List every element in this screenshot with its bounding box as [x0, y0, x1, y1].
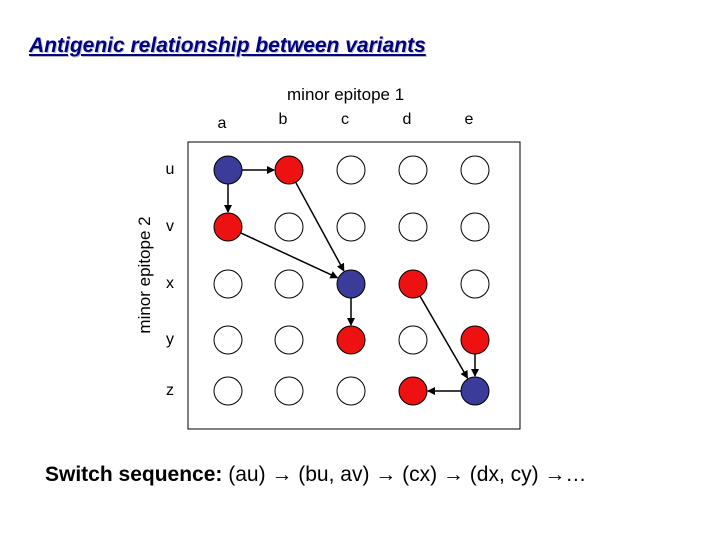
- node-cz: [336, 376, 366, 406]
- column-label-a: a: [217, 115, 227, 132]
- node-bu: [274, 155, 304, 185]
- arrow-dx-to-ez: [419, 295, 469, 379]
- switch-sequence-caption: Switch sequence: (au) → (bu, av) → (cx) …: [45, 463, 586, 487]
- node-eu: [460, 155, 490, 185]
- node-bx: [274, 269, 304, 299]
- axis-title-minor-epitope-1: minor epitope 1: [287, 85, 405, 104]
- node-dv: [398, 212, 428, 242]
- row-label-z: z: [166, 382, 174, 399]
- row-label-u: u: [165, 161, 175, 178]
- node-cu: [336, 155, 366, 185]
- node-ay: [213, 325, 243, 355]
- row-label-v: v: [166, 218, 174, 235]
- node-dx: [398, 269, 428, 299]
- node-au: [213, 155, 243, 185]
- column-label-e: e: [464, 111, 474, 128]
- node-av: [213, 212, 243, 242]
- column-label-c: c: [341, 111, 349, 128]
- node-az: [213, 376, 243, 406]
- page-title: Antigenic relationship between variants: [29, 34, 426, 57]
- node-ev: [460, 212, 490, 242]
- node-du: [398, 155, 428, 185]
- node-cy: [336, 325, 366, 355]
- caption-sequence: (au) → (bu, av) → (cx) → (dx, cy) →…: [228, 463, 587, 486]
- caption-lead: Switch sequence:: [45, 463, 223, 486]
- node-dz: [398, 376, 428, 406]
- node-cx: [336, 269, 366, 299]
- grid-frame: [187, 141, 521, 430]
- node-ex: [460, 269, 490, 299]
- column-label-b: b: [278, 111, 288, 128]
- node-ax: [213, 269, 243, 299]
- node-cv: [336, 212, 366, 242]
- node-ey: [460, 325, 490, 355]
- node-bz: [274, 376, 304, 406]
- column-label-d: d: [402, 111, 412, 128]
- variant-nodes: [213, 155, 490, 406]
- arrow-bu-to-cx: [295, 181, 345, 272]
- node-dy: [398, 325, 428, 355]
- row-label-x: x: [166, 275, 174, 292]
- switch-arrows: [224, 166, 479, 395]
- row-label-y: y: [166, 331, 174, 348]
- node-ez: [460, 376, 490, 406]
- node-bv: [274, 212, 304, 242]
- arrow-av-to-cx: [240, 232, 339, 279]
- node-by: [274, 325, 304, 355]
